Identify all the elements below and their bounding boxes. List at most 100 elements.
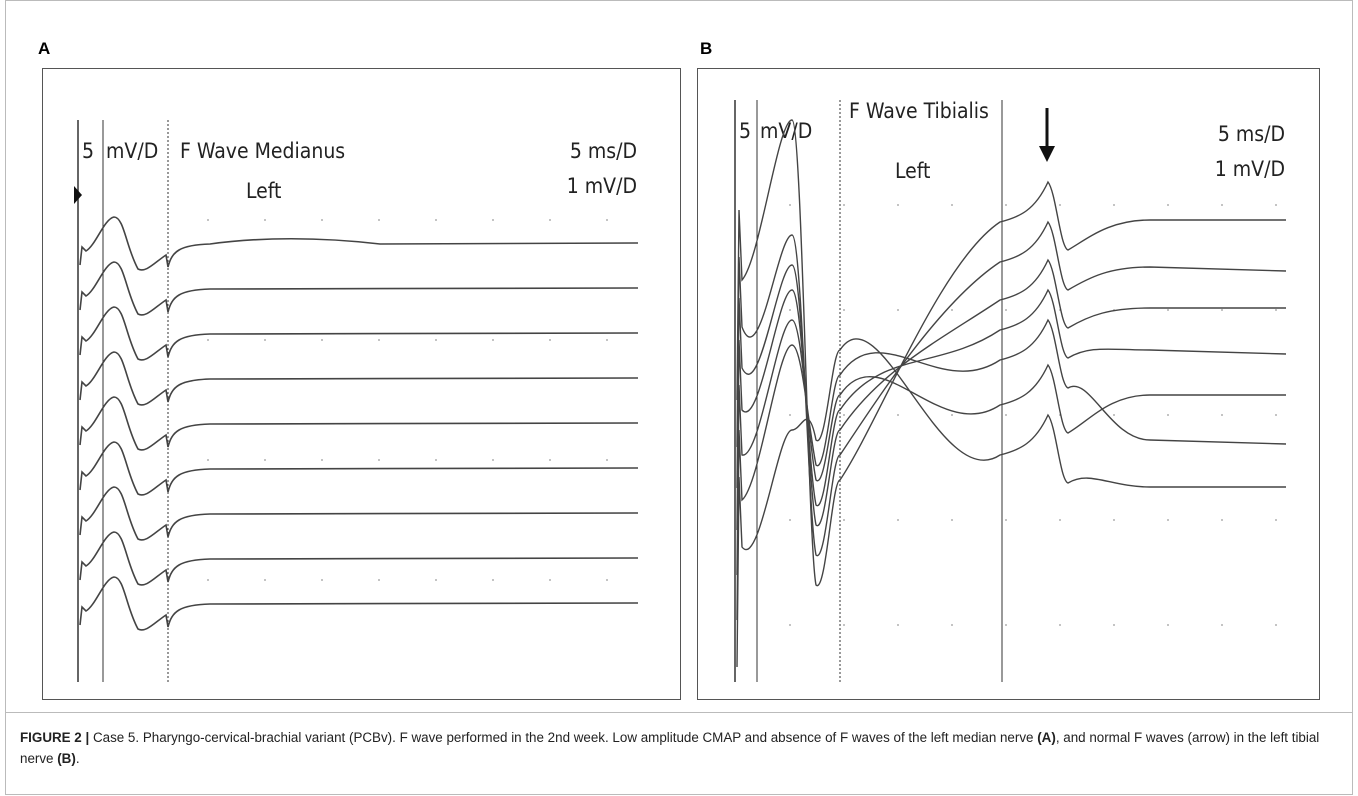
- grid-dot: [207, 579, 209, 581]
- grid-dot: [264, 219, 266, 221]
- grid-dot: [606, 339, 608, 341]
- grid-dot: [951, 414, 953, 416]
- grid-dot: [789, 204, 791, 206]
- grid-dot: [1059, 204, 1061, 206]
- grid-dot: [435, 219, 437, 221]
- trace-side: Left: [246, 179, 281, 203]
- grid-dot: [378, 459, 380, 461]
- grid-dot: [606, 579, 608, 581]
- grid-dot: [1275, 519, 1277, 521]
- grid-dot: [264, 579, 266, 581]
- grid-dot: [1275, 624, 1277, 626]
- panel-box: [43, 69, 681, 700]
- grid-dot: [951, 624, 953, 626]
- grid-dot: [1167, 309, 1169, 311]
- grid-dot: [1221, 309, 1223, 311]
- grid-dot: [951, 204, 953, 206]
- grid-dot: [897, 309, 899, 311]
- figure-art: A B 5 mV/D F Wave Medianus Left 5 ms/D 1…: [0, 0, 1358, 796]
- grid-dot: [1113, 414, 1115, 416]
- grid-dot: [1113, 519, 1115, 521]
- grid-dot: [1113, 204, 1115, 206]
- grid-dot: [321, 579, 323, 581]
- grid-dot: [1059, 624, 1061, 626]
- caption-text: .: [76, 751, 80, 766]
- grid-dot: [843, 309, 845, 311]
- grid-dot: [843, 414, 845, 416]
- trace-title: F Wave Tibialis: [849, 99, 989, 123]
- grid-dot: [1113, 624, 1115, 626]
- caption-label: FIGURE 2 |: [20, 730, 89, 745]
- grid-dot: [789, 309, 791, 311]
- scale-text: 1 mV/D: [567, 174, 637, 198]
- scale-text: mV/D: [106, 139, 158, 163]
- grid-dot: [606, 459, 608, 461]
- grid-dot: [492, 459, 494, 461]
- grid-dot: [1167, 519, 1169, 521]
- grid-dot: [951, 519, 953, 521]
- grid-dot: [843, 624, 845, 626]
- caption-text: Case 5. Pharyngo-cervical-brachial varia…: [89, 730, 1037, 745]
- grid-dot: [1221, 414, 1223, 416]
- grid-dot: [1167, 204, 1169, 206]
- grid-dot: [897, 624, 899, 626]
- caption-ref: (A): [1037, 730, 1056, 745]
- grid-dot: [492, 219, 494, 221]
- grid-dot: [1059, 519, 1061, 521]
- trace-title: F Wave Medianus: [180, 139, 345, 163]
- grid-dot: [549, 339, 551, 341]
- grid-dot: [549, 459, 551, 461]
- grid-dot: [1275, 414, 1277, 416]
- grid-dot: [207, 459, 209, 461]
- grid-dot: [378, 219, 380, 221]
- grid-dot: [897, 519, 899, 521]
- grid-dot: [492, 339, 494, 341]
- grid-dot: [1005, 624, 1007, 626]
- grid-dot: [321, 219, 323, 221]
- grid-dot: [264, 459, 266, 461]
- scale-text: mV/D: [760, 119, 812, 143]
- grid-dot: [1167, 624, 1169, 626]
- scale-text: 5: [739, 119, 751, 143]
- grid-dot: [1221, 204, 1223, 206]
- grid-dot: [1221, 519, 1223, 521]
- grid-dot: [207, 219, 209, 221]
- grid-dot: [435, 339, 437, 341]
- grid-dot: [789, 624, 791, 626]
- grid-dot: [321, 339, 323, 341]
- grid-dot: [1275, 204, 1277, 206]
- grid-dot: [951, 309, 953, 311]
- grid-dot: [549, 579, 551, 581]
- grid-dot: [1005, 519, 1007, 521]
- grid-dot: [1005, 204, 1007, 206]
- grid-dot: [435, 459, 437, 461]
- grid-dot: [492, 579, 494, 581]
- grid-dot: [321, 459, 323, 461]
- scale-text: 5: [82, 139, 94, 163]
- caption: FIGURE 2 | Case 5. Pharyngo-cervical-bra…: [20, 727, 1342, 769]
- scale-text: 5 ms/D: [570, 139, 637, 163]
- grid-dot: [843, 519, 845, 521]
- grid-dot: [897, 414, 899, 416]
- scale-text: 1 mV/D: [1215, 157, 1285, 181]
- grid-dot: [789, 414, 791, 416]
- caption-ref: (B): [57, 751, 76, 766]
- grid-dot: [549, 219, 551, 221]
- grid-dot: [897, 204, 899, 206]
- trace-side: Left: [895, 159, 930, 183]
- grid-dot: [1005, 309, 1007, 311]
- grid-dot: [378, 339, 380, 341]
- grid-dot: [606, 219, 608, 221]
- scale-text: 5 ms/D: [1218, 122, 1285, 146]
- panel-label: B: [700, 39, 712, 58]
- grid-dot: [843, 204, 845, 206]
- grid-dot: [1167, 414, 1169, 416]
- panel-label: A: [38, 39, 50, 58]
- grid-dot: [207, 339, 209, 341]
- grid-dot: [1275, 309, 1277, 311]
- grid-dot: [1005, 414, 1007, 416]
- figure: A B 5 mV/D F Wave Medianus Left 5 ms/D 1…: [0, 0, 1358, 796]
- grid-dot: [264, 339, 266, 341]
- grid-dot: [789, 519, 791, 521]
- grid-dot: [1221, 624, 1223, 626]
